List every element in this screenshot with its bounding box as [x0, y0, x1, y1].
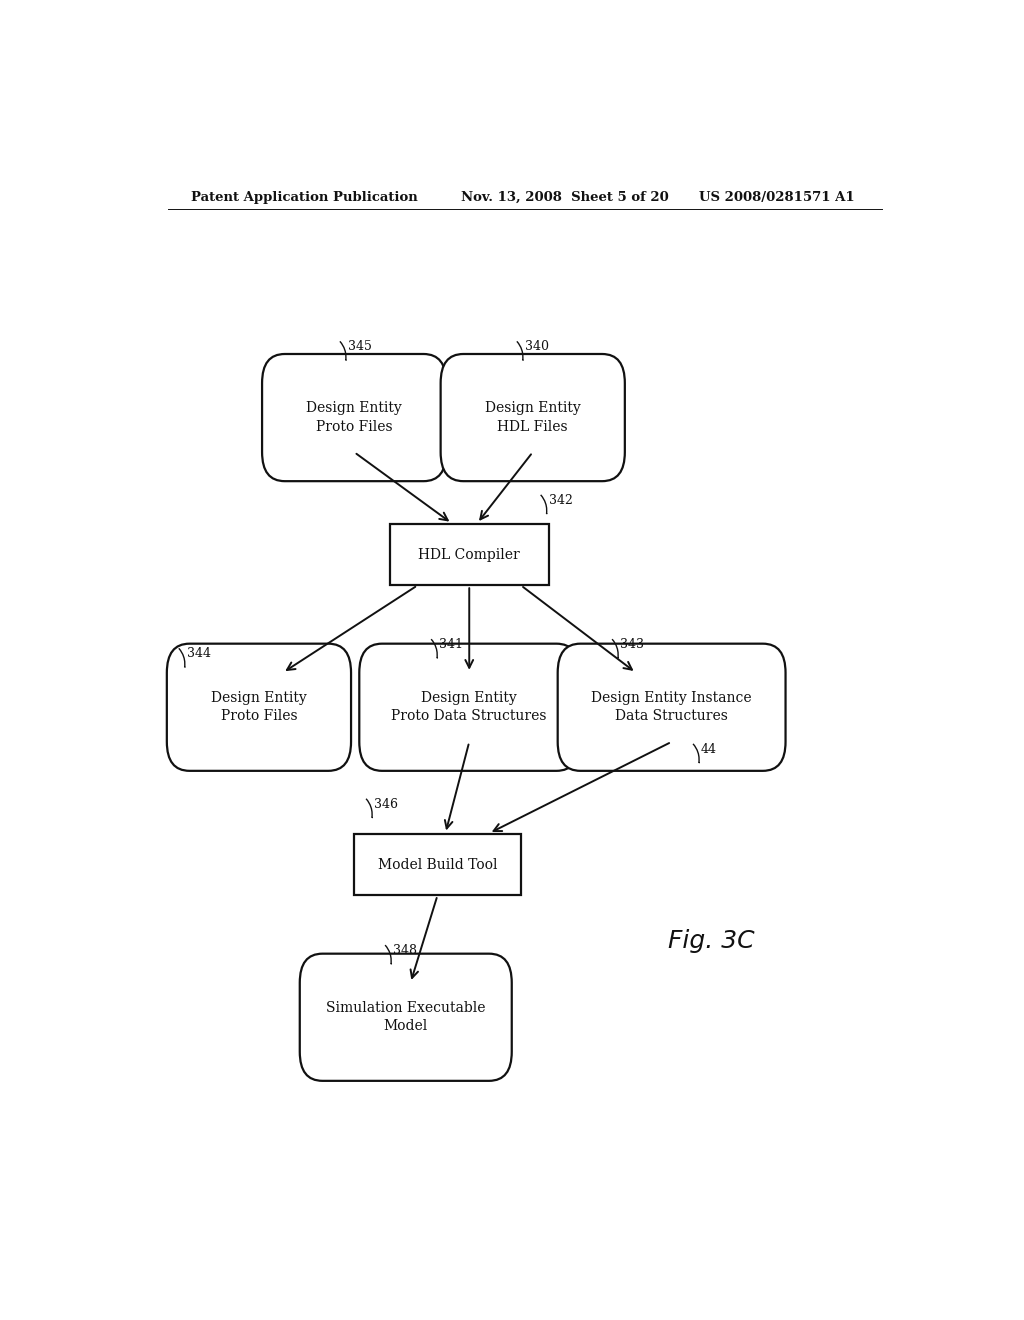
- FancyBboxPatch shape: [558, 644, 785, 771]
- Text: Nov. 13, 2008  Sheet 5 of 20: Nov. 13, 2008 Sheet 5 of 20: [461, 190, 669, 203]
- Text: Simulation Executable
Model: Simulation Executable Model: [326, 1001, 485, 1034]
- FancyBboxPatch shape: [440, 354, 625, 482]
- Text: HDL Compiler: HDL Compiler: [419, 548, 520, 562]
- Text: Design Entity Instance
Data Structures: Design Entity Instance Data Structures: [591, 692, 752, 723]
- Text: 343: 343: [620, 638, 644, 651]
- Text: Design Entity
Proto Files: Design Entity Proto Files: [211, 692, 307, 723]
- Text: Design Entity
HDL Files: Design Entity HDL Files: [484, 401, 581, 434]
- Text: US 2008/0281571 A1: US 2008/0281571 A1: [699, 190, 855, 203]
- Bar: [354, 834, 521, 895]
- Text: Design Entity
Proto Data Structures: Design Entity Proto Data Structures: [391, 692, 547, 723]
- FancyBboxPatch shape: [167, 644, 351, 771]
- Text: Patent Application Publication: Patent Application Publication: [191, 190, 418, 203]
- Text: 44: 44: [701, 743, 717, 756]
- Text: Design Entity
Proto Files: Design Entity Proto Files: [306, 401, 402, 434]
- Text: 341: 341: [439, 638, 463, 651]
- Bar: [390, 524, 549, 585]
- Text: 342: 342: [549, 494, 572, 507]
- Text: Model Build Tool: Model Build Tool: [378, 858, 498, 871]
- Text: 346: 346: [374, 797, 398, 810]
- FancyBboxPatch shape: [300, 953, 512, 1081]
- Text: 340: 340: [524, 341, 549, 354]
- FancyBboxPatch shape: [262, 354, 446, 482]
- Text: Fig. 3C: Fig. 3C: [668, 929, 755, 953]
- FancyBboxPatch shape: [359, 644, 580, 771]
- Text: 344: 344: [186, 647, 211, 660]
- Text: 348: 348: [393, 944, 417, 957]
- Text: 345: 345: [348, 341, 372, 354]
